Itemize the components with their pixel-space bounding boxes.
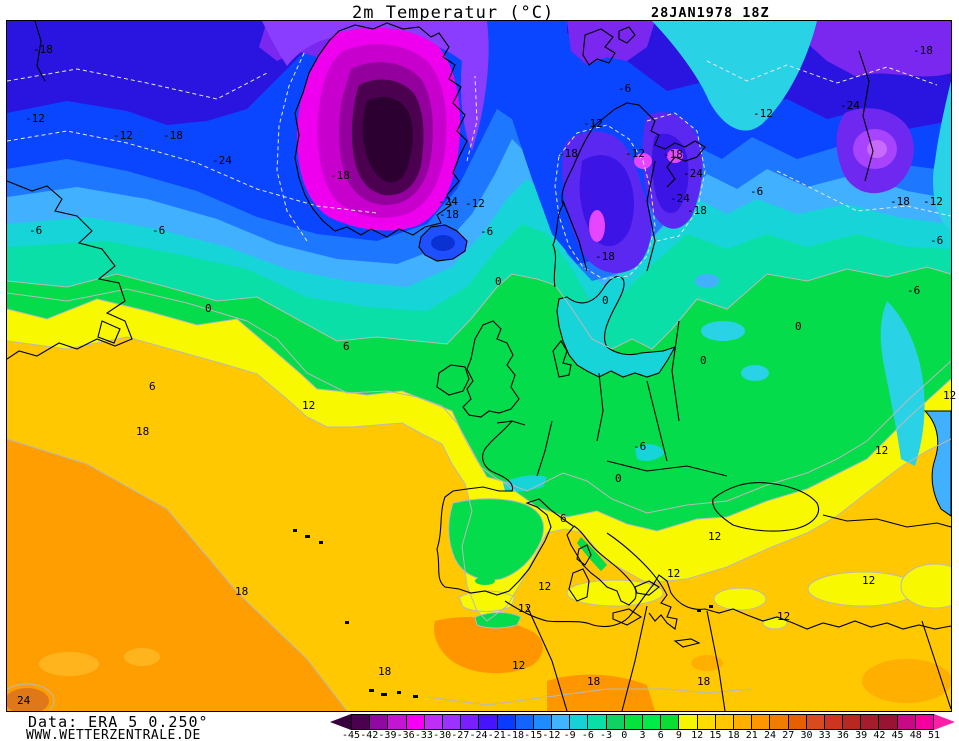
colorbar-tick-label: -15 [524,730,543,741]
colorbar-cell [788,715,807,729]
colorbar-tick-label: 33 [818,730,831,741]
colorbar-tick-label: 42 [873,730,886,741]
colorbar-cell [915,715,933,729]
colorbar-tick-label: -42 [360,730,379,741]
colorbar-tick-label: 27 [782,730,795,741]
colorbar-cell [497,715,516,729]
colorbar-tick-label: 51 [927,730,941,741]
colorbar-tick-label: -39 [378,730,397,741]
colorbar-cell [843,715,862,729]
map-datetime: 28JAN1978 18Z [651,5,770,21]
colorbar-cell [461,715,480,729]
data-source-label: Data: ERA 5 0.250° [28,713,209,731]
colorbar-tick-label: 48 [909,730,922,741]
colorbar-cell [643,715,662,729]
colorbar-left-arrow [330,714,351,730]
colorbar-tick-label: -18 [505,730,524,741]
colorbar-tick-label: 45 [891,730,904,741]
colorbar-cell [897,715,916,729]
colorbar-cell [770,715,789,729]
temperature-map: -18 -12 -12 -18 -24 -6 -6 -18 -24 -18 -12 -6 -6 -12 -1… [6,20,956,712]
colorbar-tick-label: 36 [836,730,849,741]
colorbar-tick-label: 21 [745,730,758,741]
colorbar-cell [533,715,553,729]
colorbar-tick-label: 12 [691,730,704,741]
colorbar-cell [879,715,898,729]
temperature-map-svg [7,21,951,711]
colorbar-tick-label: -45 [341,730,361,741]
colorbar-cell [370,715,389,729]
colorbar-cells [351,714,934,730]
colorbar-tick-label: 15 [709,730,722,741]
colorbar-tick-label: 6 [657,730,664,741]
colorbar-tick-label: 24 [764,730,777,741]
colorbar-cell [552,715,571,729]
colorbar-tick-label: 39 [855,730,868,741]
colorbar-tick-label: -21 [487,730,506,741]
colorbar-tick-label: -3 [600,730,613,741]
colorbar-tick-label: -33 [414,730,433,741]
colorbar-tick-label: -30 [433,730,452,741]
colorbar-cell [824,715,844,729]
page-title: 2m Temperatur (°C) [352,3,555,23]
colorbar-cell [679,715,698,729]
colorbar-cell [442,715,462,729]
colorbar-cell [479,715,498,729]
colorbar-cell [715,715,734,729]
colorbar-cell [661,715,680,729]
temperature-colorbar: -45 -42 -39 -36 -33 -30 -27 -24 -21 -18 -15 -12 -9 -6… [330,714,955,741]
colorbar-tick-label: -24 [469,730,488,741]
colorbar-cell [806,715,825,729]
colorbar-cell [588,715,607,729]
colorbar-tick-label: 30 [800,730,813,741]
colorbar-right-arrow [934,714,955,730]
colorbar-cell [515,715,534,729]
colorbar-cell [733,715,753,729]
colorbar-cell [388,715,407,729]
colorbar-cell [606,715,625,729]
colorbar-tick-label: 0 [621,730,628,741]
colorbar-tick-label: -12 [542,730,561,741]
colorbar-cell [406,715,425,729]
colorbar-tick-label: -6 [581,730,594,741]
colorbar-ticks: -45 -42 -39 -36 -33 -30 -27 -24 -21 -18 -15 -12 -9 -6… [342,730,940,741]
colorbar-cell [424,715,443,729]
colorbar-tick-label: 3 [639,730,646,741]
colorbar-cell [624,715,643,729]
colorbar-tick-label: -9 [563,730,576,741]
colorbar-tick-label: -27 [451,730,470,741]
colorbar-cell [697,715,716,729]
colorbar-cell [570,715,589,729]
colorbar-tick-label: 18 [727,730,740,741]
colorbar-tick-label: 9 [675,730,682,741]
colorbar-cell [752,715,771,729]
colorbar-cell [861,715,880,729]
website-label: WWW.WETTERZENTRALE.DE [26,728,201,741]
colorbar-cell [352,715,371,729]
colorbar-tick-label: -36 [396,730,415,741]
